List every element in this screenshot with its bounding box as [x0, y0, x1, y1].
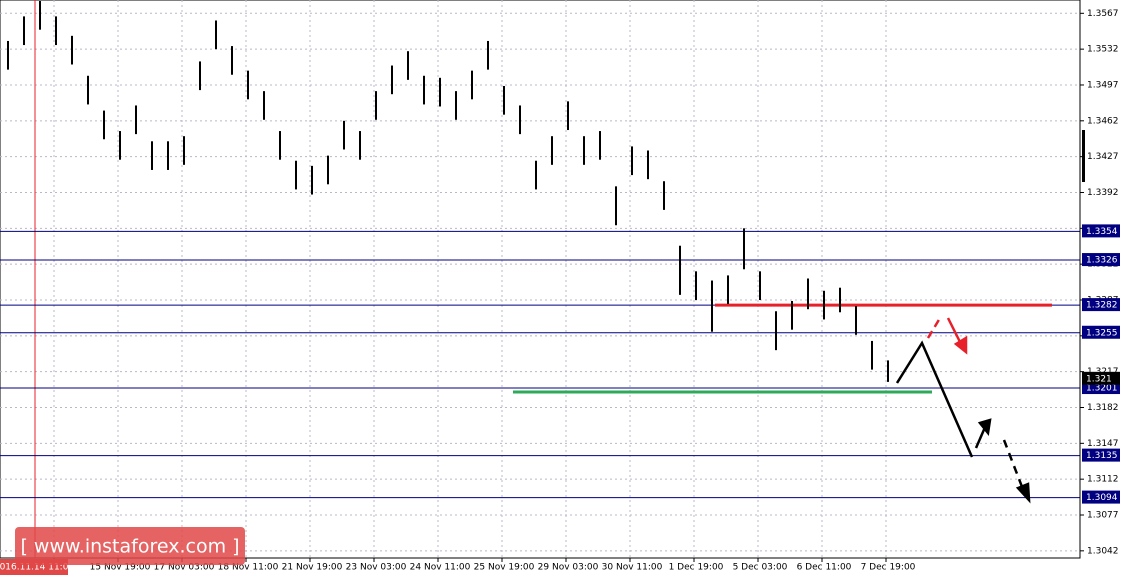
levels	[0, 230, 1080, 499]
y-tick-label: 1.3532	[1087, 45, 1119, 55]
y-tick-label: 1.3147	[1087, 439, 1119, 449]
level-label-box	[1082, 298, 1120, 312]
y-tick-label: 1.3077	[1087, 510, 1119, 520]
level-label: 1.3201	[1086, 384, 1118, 394]
x-tick-label: 6 Dec 11:00	[797, 563, 852, 573]
level-label: 1.3135	[1086, 451, 1118, 461]
y-tick-label: 1.3462	[1087, 116, 1119, 126]
x-tick-label: 21 Nov 19:00	[282, 563, 343, 573]
level-label: 1.3094	[1086, 493, 1118, 503]
plot-area	[0, 0, 1081, 559]
level-label: 1.3326	[1086, 256, 1118, 266]
x-tick-label: 7 Dec 19:00	[861, 563, 916, 573]
x-tick-label: 5 Dec 03:00	[733, 563, 788, 573]
level-label-box	[1082, 224, 1120, 238]
level-label-box	[1082, 325, 1120, 339]
level-label: 1.3255	[1086, 328, 1118, 338]
x-tick-label: 15 Nov 19:00	[90, 563, 151, 573]
x-tick-label: 2016.11.14 11:00	[0, 563, 74, 573]
x-tick-label: 30 Nov 11:00	[602, 563, 663, 573]
alt-arrow-up	[926, 317, 942, 339]
x-tick-label: 1 Dec 19:00	[669, 563, 724, 573]
x-tick-label: 29 Nov 03:00	[538, 563, 599, 573]
level-label-box	[1082, 253, 1120, 267]
arrow-head	[977, 418, 992, 437]
y-tick-label: 1.3182	[1087, 403, 1119, 413]
current-price-label: 1.321	[1086, 374, 1112, 384]
y-tick-label: 1.3427	[1087, 152, 1119, 162]
arrow-head	[953, 335, 968, 355]
y-tick-label: 1.3567	[1087, 9, 1119, 19]
y-tick-label: 1.3112	[1087, 475, 1119, 485]
axis-labels: 1.3567 1.3532 1.3497 1.3462 1.3427 1.3392 1.33…	[0, 9, 1120, 575]
x-tick-label: 18 Nov 11:00	[218, 563, 279, 573]
y-tick-label: 1.3392	[1087, 188, 1119, 198]
x-tick-label: 24 Nov 11:00	[410, 563, 471, 573]
x-tick-label: 17 Nov 03:00	[154, 563, 215, 573]
y-tick-label: 1.3497	[1087, 80, 1119, 90]
watermark: [ www.instaforex.com ]	[15, 527, 245, 565]
level-label: 1.3282	[1086, 301, 1118, 311]
grid	[0, 0, 1080, 558]
level-label-box	[1082, 448, 1120, 462]
bars	[7, 1, 889, 382]
arrow-down	[1002, 439, 1026, 493]
x-tick-label: 23 Nov 03:00	[346, 563, 407, 573]
forecast-path	[895, 340, 974, 458]
forecast-arrows	[895, 317, 1031, 504]
watermark-text: [ www.instaforex.com ]	[20, 536, 239, 558]
watermark-box	[15, 527, 245, 565]
x-tick-label: 25 Nov 19:00	[474, 563, 535, 573]
y-tick-label: 1.3042	[1087, 546, 1119, 556]
scroll-marker	[1082, 130, 1085, 182]
arrow-head	[1015, 482, 1031, 504]
current-price-box	[1082, 371, 1120, 385]
level-label: 1.3354	[1086, 227, 1118, 237]
level-label-box	[1082, 490, 1120, 504]
